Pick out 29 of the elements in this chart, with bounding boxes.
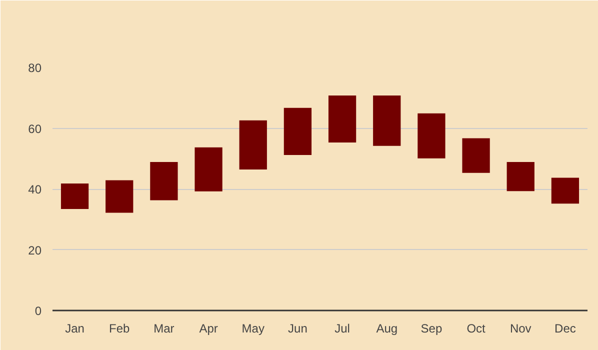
bar — [106, 180, 134, 213]
bar — [194, 147, 222, 192]
x-tick-label: Sep — [420, 322, 442, 336]
x-tick-label: Mar — [154, 322, 174, 336]
y-tick-label: 60 — [28, 122, 42, 136]
x-tick-label: May — [242, 322, 264, 336]
bar — [284, 108, 312, 155]
bar — [551, 178, 580, 204]
bar — [506, 162, 534, 192]
y-tick-label: 80 — [28, 61, 42, 75]
y-tick-label: 20 — [28, 243, 42, 258]
x-tick-label: Nov — [510, 322, 532, 336]
x-tick-label: Aug — [376, 322, 398, 336]
bar — [150, 162, 178, 200]
bar — [239, 120, 267, 170]
x-tick-label: Jun — [288, 322, 308, 336]
x-tick-label: Apr — [199, 322, 218, 336]
y-tick-label: 40 — [28, 182, 42, 196]
bar — [328, 95, 356, 143]
x-tick-label: Jul — [334, 322, 350, 336]
bar — [60, 184, 89, 210]
x-tick-label: Feb — [109, 322, 130, 336]
bar — [418, 113, 446, 158]
bar — [462, 138, 490, 173]
x-tick-label: Oct — [466, 322, 486, 336]
x-tick-label: Dec — [554, 322, 576, 336]
x-tick-label: Jan — [65, 322, 84, 336]
bar — [373, 95, 401, 146]
y-tick-label: 0 — [34, 304, 42, 318]
